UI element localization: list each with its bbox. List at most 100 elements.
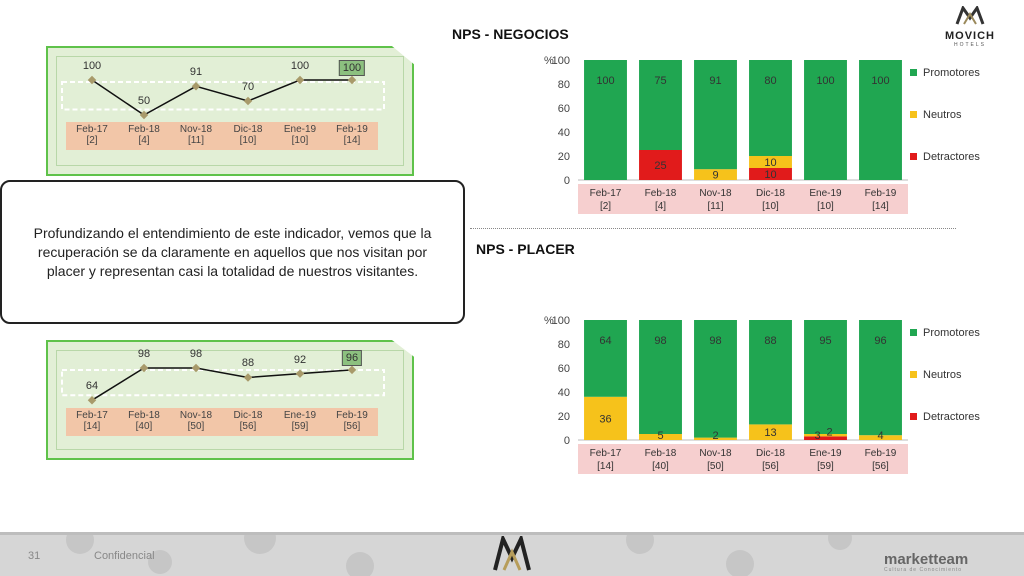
brand-name: MOVICH	[945, 30, 995, 42]
sparkline-value-label: 100	[290, 60, 310, 72]
x-tick-label: Feb-19	[865, 188, 897, 199]
x-tick-label: Feb-17	[590, 448, 622, 459]
insight-callout: Profundizando el entendimiento de este i…	[0, 180, 465, 324]
sparkline-point	[347, 75, 357, 85]
page-number: 31	[28, 550, 41, 562]
agency-name: marketteam	[884, 551, 969, 568]
sparkline-range-box	[61, 81, 385, 111]
x-tick-label: Feb-19	[865, 448, 897, 459]
sparkline-value-label: 64	[85, 380, 99, 393]
x-base-label: [14]	[872, 201, 889, 212]
sparkline-category-label: Feb-19 [56]	[336, 410, 368, 432]
sparkline-category-label: Ene-19 [10]	[283, 124, 317, 146]
bar-segment-promotores	[694, 320, 737, 438]
bar-data-label: 98	[709, 335, 721, 347]
chart-title-negocios: NPS - NEGOCIOS	[452, 26, 569, 42]
sparkline-point	[243, 96, 253, 106]
bar-data-label: 10	[764, 169, 776, 181]
bar-segment-promotores	[749, 60, 792, 156]
sparkline-value-label: 50	[137, 95, 151, 107]
bar-data-label: 88	[764, 335, 776, 347]
bar-segment-detractores	[639, 150, 682, 180]
sparkline-value-label: 100	[338, 60, 366, 76]
legend-swatch-promotores	[910, 69, 917, 76]
sparkline-category-label: Feb-18 [4]	[128, 124, 160, 146]
bar-data-label: 95	[819, 335, 831, 347]
sparkline-point	[295, 75, 305, 85]
bar-data-label: 10	[764, 157, 776, 169]
sparkline-category-label: Ene-19 [59]	[283, 410, 317, 432]
bar-data-label: 2	[712, 430, 718, 442]
sparkline-category-label: Dic-18 [10]	[233, 124, 263, 146]
sparkline-inner-frame	[56, 56, 404, 166]
legend-swatch-detractores	[910, 153, 917, 160]
sparkline-value-label: 96	[341, 349, 363, 366]
bar-data-label: 98	[654, 335, 666, 347]
bar-segment-promotores	[639, 60, 682, 150]
sparkline-value-label: 88	[241, 357, 255, 370]
sparkline-point	[191, 363, 201, 373]
bar-segment-promotores	[749, 320, 792, 425]
x-tick-label: Dic-18	[756, 448, 785, 459]
sparkline-category-label: Dic-18 [56]	[233, 410, 263, 432]
section-divider	[470, 228, 956, 229]
legend-label-promotores: Promotores	[923, 327, 980, 339]
bar-segment-neutros	[749, 424, 792, 440]
bar-data-label: 36	[599, 413, 611, 425]
bar-segment-promotores	[804, 60, 847, 180]
x-base-label: [40]	[652, 461, 669, 472]
bar-segment-detractores	[804, 436, 847, 440]
bar-data-label: 3	[814, 430, 820, 442]
sparkline-category-label: Nov-18 [11]	[179, 124, 213, 146]
bar-data-label: 64	[599, 335, 611, 347]
sparkline-point	[347, 365, 357, 375]
sparkline-panel-negocios: 100 50 91 70 100 100 Feb-17 [2] Feb-18 [4] Nov-1…	[46, 46, 414, 176]
category-band	[578, 444, 908, 474]
sparkline-range-box	[61, 369, 385, 397]
y-tick-label: 100	[552, 315, 570, 327]
bar-data-label: 13	[764, 427, 776, 439]
bar-segment-neutros	[694, 437, 737, 440]
bar-segment-promotores	[859, 60, 902, 180]
x-tick-label: Nov-18	[699, 448, 732, 459]
sparkline-category-label: Nov-18 [50]	[179, 410, 213, 432]
y-tick-label: 60	[558, 363, 570, 375]
sparkline-line	[91, 79, 352, 116]
bar-segment-neutros	[694, 169, 737, 180]
bar-data-label: 80	[764, 75, 776, 87]
bar-data-label: 91	[709, 75, 721, 87]
brand-sub: HOTELS	[953, 42, 986, 48]
bar-segment-neutros	[804, 434, 847, 437]
bar-segment-detractores	[749, 168, 792, 180]
legend-label-neutros: Neutros	[923, 369, 962, 381]
legend-label-detractores: Detractores	[923, 151, 980, 163]
bar-segment-promotores	[584, 60, 627, 180]
x-tick-label: Nov-18	[699, 188, 732, 199]
x-base-label: [2]	[600, 201, 611, 212]
bar-segment-promotores	[639, 320, 682, 434]
y-tick-label: 0	[564, 175, 570, 187]
bar-data-label: 4	[877, 430, 883, 442]
legend-swatch-promotores	[910, 329, 917, 336]
bar-data-label: 25	[654, 160, 666, 172]
y-tick-label: 40	[558, 127, 570, 139]
bar-segment-promotores	[584, 320, 627, 397]
y-tick-label: 0	[564, 435, 570, 447]
x-base-label: [56]	[872, 461, 889, 472]
y-tick-label: 20	[558, 151, 570, 163]
category-band	[578, 184, 908, 214]
bar-segment-neutros	[584, 396, 627, 440]
chart-title-placer: NPS - PLACER	[476, 241, 575, 257]
sparkline-value-label: 98	[189, 348, 203, 360]
bar-data-label: 9	[712, 170, 718, 182]
y-tick-label: 40	[558, 387, 570, 399]
y-tick-label: 20	[558, 411, 570, 423]
x-tick-label: Ene-19	[809, 448, 842, 459]
y-tick-label: 80	[558, 339, 570, 351]
sparkline-category-label: Feb-18 [40]	[128, 410, 160, 432]
movich-logo-mark-icon	[955, 4, 985, 25]
x-tick-label: Ene-19	[809, 188, 842, 199]
bar-segment-neutros	[859, 435, 902, 440]
y-axis-label: %	[544, 55, 554, 67]
sparkline-point	[139, 110, 149, 120]
